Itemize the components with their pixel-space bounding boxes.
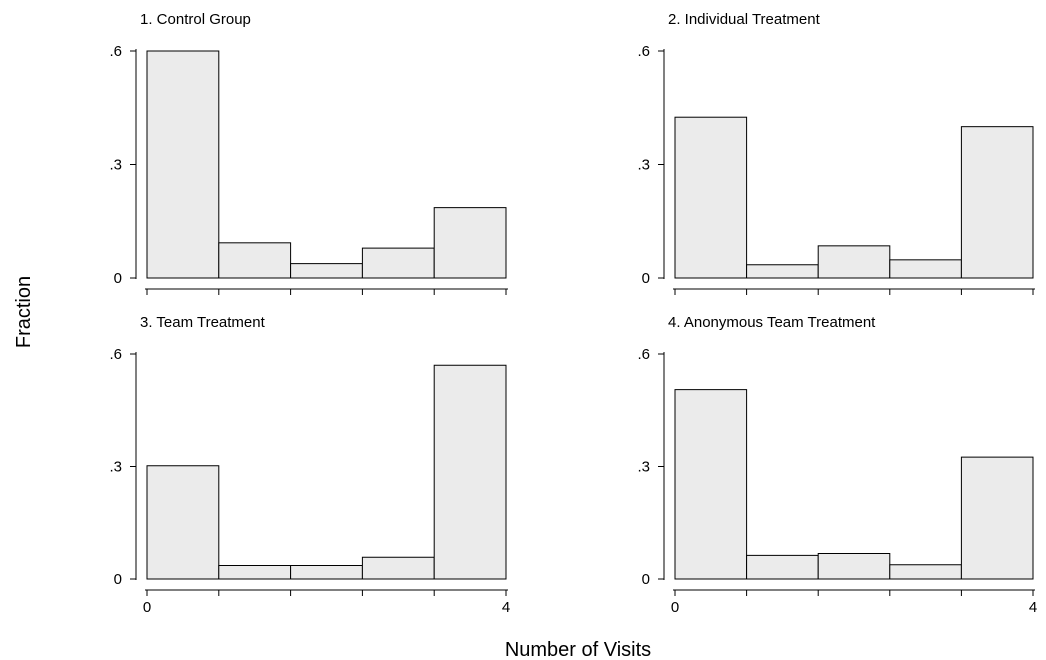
histogram-bar: [290, 263, 363, 279]
y-tick-label: .3: [637, 157, 650, 174]
panel-3: 3. Team Treatment 0 .3 .6 0 4: [109, 314, 510, 616]
y-tick-label: .6: [109, 43, 122, 60]
y-tick-label: .6: [637, 346, 650, 363]
x-tick-label: 4: [1029, 599, 1037, 616]
histogram-bar: [218, 242, 292, 279]
histogram-bar: [960, 456, 1034, 580]
histogram-bar: [889, 259, 962, 279]
histogram-bar: [746, 554, 819, 580]
histogram-bar: [433, 207, 507, 279]
x-tick-label: 4: [502, 599, 510, 616]
histogram-bar: [218, 565, 292, 580]
histogram-bar: [433, 364, 507, 580]
panel-4: 4. Anonymous Team Treatment 0 .3 .6 0 4: [637, 314, 1037, 616]
y-tick-label: .3: [109, 459, 122, 476]
histogram-bar: [146, 50, 220, 279]
y-tick-label: .6: [109, 346, 122, 363]
histogram-bar: [817, 553, 891, 580]
panel-title: 4. Anonymous Team Treatment: [668, 314, 876, 331]
histogram-bar: [817, 245, 891, 279]
y-tick-label: .3: [109, 157, 122, 174]
x-axis-title: Number of Visits: [505, 639, 651, 660]
y-axis-title: Fraction: [13, 276, 35, 348]
y-tick-label: 0: [114, 270, 122, 287]
histogram-bar: [290, 565, 363, 580]
panel-title: 2. Individual Treatment: [668, 11, 821, 28]
y-tick-label: .3: [637, 459, 650, 476]
histogram-bar: [889, 564, 962, 580]
x-tick-label: 0: [143, 599, 151, 616]
y-tick-label: .6: [637, 43, 650, 60]
histogram-bar: [361, 247, 435, 279]
x-tick-label: 0: [671, 599, 679, 616]
histogram-bar: [146, 465, 220, 580]
y-tick-label: 0: [642, 571, 650, 588]
panel-1: 1. Control Group 0 .3 .6: [109, 11, 508, 295]
y-tick-label: 0: [114, 571, 122, 588]
panel-title: 1. Control Group: [140, 11, 251, 28]
histogram-bar: [674, 389, 748, 580]
panel-2: 2. Individual Treatment 0 .3 .6: [637, 11, 1035, 295]
histogram-bar: [674, 116, 748, 279]
histogram-bar: [361, 556, 435, 580]
histogram-bar: [960, 126, 1034, 279]
histogram-bar: [746, 264, 819, 279]
y-tick-label: 0: [642, 270, 650, 287]
panel-title: 3. Team Treatment: [140, 314, 266, 331]
